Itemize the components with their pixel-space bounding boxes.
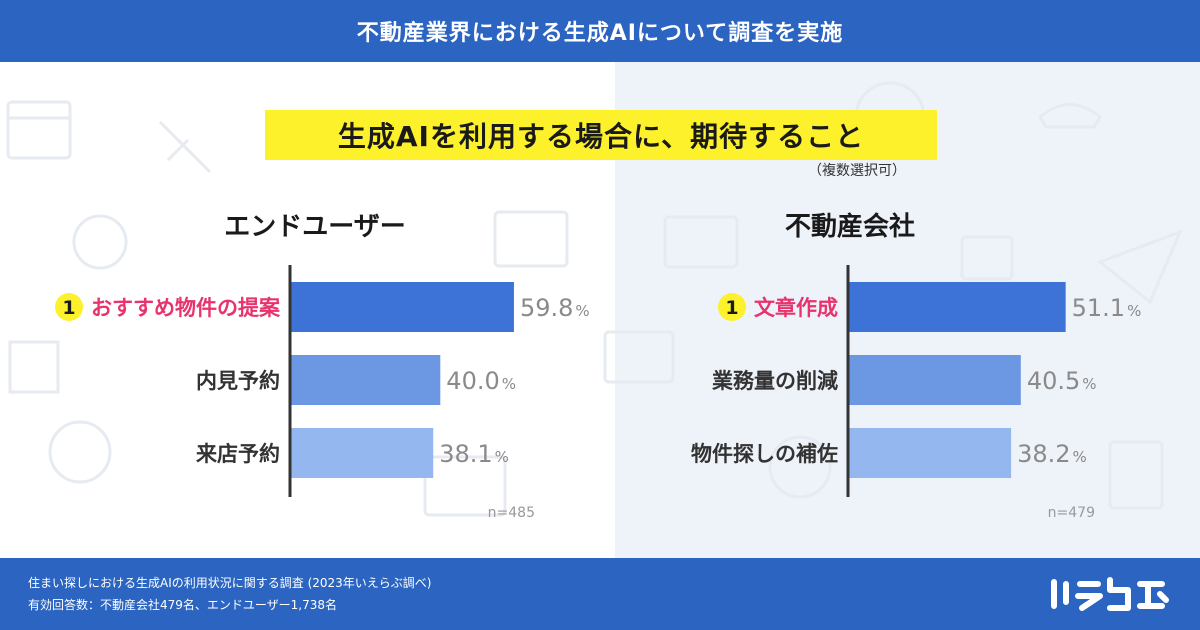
multiple-choice-note: （複数選択可） [808, 163, 906, 179]
map-icon [8, 340, 60, 394]
background-icons [6, 81, 1183, 517]
stopwatch-icon [768, 435, 832, 499]
bar [849, 282, 1066, 332]
header-title: 不動産業界における生成AIについて調査を実施 [356, 21, 844, 46]
ierabu-logo [1051, 577, 1169, 611]
rank-badge [718, 293, 746, 321]
data-label: 40.0% [446, 367, 516, 395]
lightbulb-icon [48, 420, 112, 484]
video-player-icon [603, 330, 675, 384]
newspaper-icon [423, 455, 507, 517]
category-label: 来店予約 [196, 442, 280, 466]
data-label: 40.5% [1027, 367, 1097, 395]
rank-badge-number: 1 [62, 297, 75, 319]
data-label: 38.2% [1017, 440, 1087, 468]
data-label: 59.8% [520, 294, 590, 322]
lock-icon [960, 235, 1014, 281]
sample-size-label: n=485 [488, 505, 535, 521]
data-label: 38.1% [439, 440, 509, 468]
paper-plane-icon [1097, 229, 1183, 305]
data-label: 51.1% [1072, 294, 1142, 322]
wrench-icon [158, 120, 212, 174]
rank-badge-number: 1 [725, 297, 738, 319]
bar [291, 428, 434, 478]
card-icon [663, 215, 739, 269]
category-label: 業務量の削減 [712, 369, 838, 393]
phone-icon [1038, 103, 1102, 129]
header-banner: 不動産業界における生成AIについて調査を実施 [0, 0, 1200, 62]
bar [291, 355, 441, 405]
chart-title: 不動産会社 [785, 211, 915, 242]
chart-subtitle-text: 生成AIを利用する場合に、期待すること [337, 120, 865, 153]
bar [849, 428, 1012, 478]
category-label: 物件探しの補佐 [691, 442, 838, 466]
footer-bar: 住まい探しにおける生成AIの利用状況に関する調査 (2023年いえらぶ調べ) 有… [0, 558, 1200, 630]
browser-window-icon [6, 100, 72, 160]
database-icon [72, 214, 128, 270]
chart-subtitle: 生成AIを利用する場合に、期待すること [265, 110, 937, 160]
image-frame-icon [493, 210, 569, 268]
footer-survey-title: 住まい探しにおける生成AIの利用状況に関する調査 (2023年いえらぶ調べ) [28, 576, 432, 590]
footer-respondents: 有効回答数：不動産会社479名、エンドユーザー1,738名 [28, 598, 338, 612]
bar [849, 355, 1021, 405]
category-label: 内見予約 [196, 369, 280, 393]
category-label: おすすめ物件の提案 [91, 296, 281, 320]
bar [291, 282, 514, 332]
sample-size-label: n=479 [1048, 505, 1095, 521]
chart-title: エンドユーザー [224, 212, 405, 242]
category-label: 文章作成 [754, 296, 838, 320]
clipboard-icon [1108, 440, 1164, 510]
rank-badge [55, 293, 83, 321]
